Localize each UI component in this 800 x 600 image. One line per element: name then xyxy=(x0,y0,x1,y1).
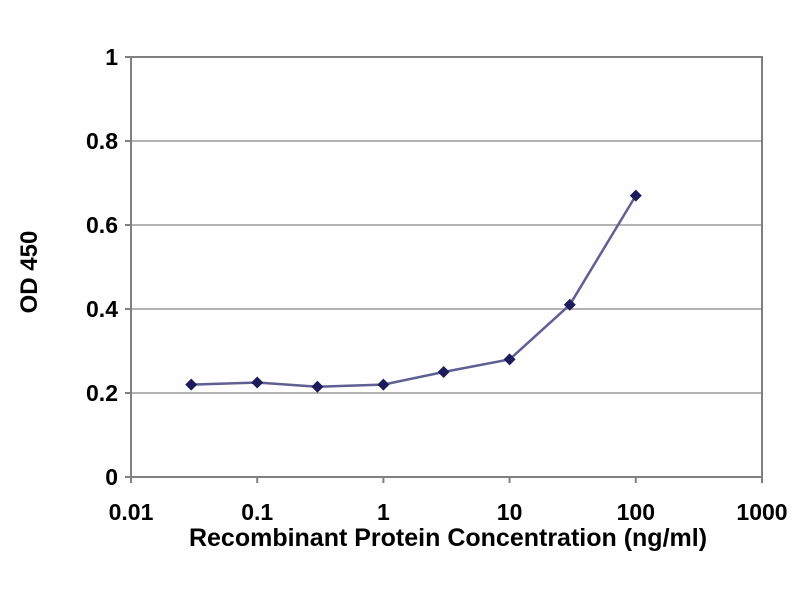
y-tick-label: 0.4 xyxy=(86,296,118,322)
x-axis-title: Recombinant Protein Concentration (ng/ml… xyxy=(188,524,708,552)
x-tick-label: 0.01 xyxy=(109,499,154,525)
x-tick-label: 100 xyxy=(617,499,655,525)
y-tick-label: 0.2 xyxy=(86,380,118,406)
series-line xyxy=(191,194,637,388)
data-point-marker xyxy=(251,376,264,389)
x-tick-label: 0.1 xyxy=(241,499,273,525)
plot-frame xyxy=(130,56,763,478)
x-tick-label: 1000 xyxy=(736,499,787,525)
data-point-marker xyxy=(563,298,576,311)
data-point-marker xyxy=(377,378,390,391)
data-point-marker xyxy=(311,380,324,393)
data-point-marker xyxy=(437,366,450,378)
y-tick-label: 0 xyxy=(105,464,118,490)
data-point-marker xyxy=(503,353,516,366)
y-tick-label: 1 xyxy=(105,44,118,70)
y-tick-label: 0.6 xyxy=(86,212,118,238)
y-axis-title: OD 450 xyxy=(16,230,43,314)
y-tick-label: 0.8 xyxy=(86,128,118,154)
x-tick-label: 1 xyxy=(377,499,390,525)
x-tick-label: 10 xyxy=(497,499,523,525)
data-point-marker xyxy=(629,189,642,202)
data-point-marker xyxy=(185,378,198,391)
